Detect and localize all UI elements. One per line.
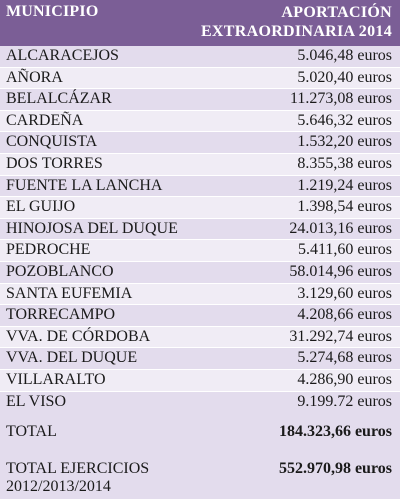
- aportacion-value: 1.398,54 euros: [297, 198, 392, 216]
- municipio-name: VVA. DE CÓRDOBA: [6, 327, 151, 345]
- municipio-name: TORRECAMPO: [6, 306, 116, 324]
- municipio-name: CARDEÑA: [6, 111, 84, 129]
- aportacion-value: 3.129,60 euros: [297, 284, 392, 302]
- aportacion-value: 1.219,24 euros: [297, 176, 392, 194]
- table-row: EL GUIJO 1.398,54 euros: [0, 197, 400, 219]
- aportacion-value: 31.292,74 euros: [289, 327, 392, 345]
- grand-total-label: TOTAL EJERCICIOS 2012/2013/2014: [6, 460, 206, 496]
- municipio-name: HINOJOSA DEL DUQUE: [6, 219, 178, 237]
- grand-total-label-line1: TOTAL EJERCICIOS: [6, 460, 150, 477]
- header-aportacion-line1: APORTACIÓN: [281, 4, 392, 21]
- aportacion-value: 5.020,40 euros: [297, 68, 392, 86]
- table-row: HINOJOSA DEL DUQUE 24.013,16 euros: [0, 218, 400, 241]
- header-aportacion-line2: EXTRAORDINARIA 2014: [200, 23, 392, 40]
- municipio-name: PEDROCHE: [6, 241, 91, 259]
- municipio-name: SANTA EUFEMIA: [6, 284, 133, 302]
- municipio-name: VVA. DEL DUQUE: [6, 349, 138, 367]
- aportacion-value: 4.286,90 euros: [297, 370, 392, 388]
- table-row: CONQUISTA 1.532,20 euros: [0, 132, 400, 154]
- municipio-name: EL VISO: [6, 392, 66, 410]
- table-row: VILLARALTO 4.286,90 euros: [0, 369, 400, 392]
- table-row: CARDEÑA 5.646,32 euros: [0, 110, 400, 133]
- municipio-name: FUENTE LA LANCHA: [6, 176, 163, 194]
- table-header: MUNICIPIO APORTACIÓN EXTRAORDINARIA 2014: [0, 0, 400, 46]
- municipio-name: ALCARACEJOS: [6, 47, 119, 64]
- aportacion-value: 5.046,48 euros: [297, 47, 392, 64]
- table-row: VVA. DE CÓRDOBA 31.292,74 euros: [0, 326, 400, 349]
- municipio-name: EL GUIJO: [6, 198, 76, 216]
- table-row: BELALCÁZAR 11.273,08 euros: [0, 89, 400, 111]
- aportacion-value: 24.013,16 euros: [289, 219, 392, 237]
- municipio-name: BELALCÁZAR: [6, 90, 112, 108]
- aportacion-value: 5.646,32 euros: [297, 111, 392, 129]
- aportacion-value: 58.014,96 euros: [289, 262, 392, 280]
- table-row: POZOBLANCO 58.014,96 euros: [0, 261, 400, 284]
- table-row: FUENTE LA LANCHA 1.219,24 euros: [0, 175, 400, 198]
- table-row: PEDROCHE 5.411,60 euros: [0, 240, 400, 262]
- table-row: ALCARACEJOS 5.046,48 euros: [0, 46, 400, 68]
- municipio-name: DOS TORRES: [6, 154, 103, 172]
- header-municipio: MUNICIPIO: [6, 3, 99, 20]
- municipio-name: VILLARALTO: [6, 370, 106, 388]
- total-value: 184.323,66 euros: [278, 423, 392, 440]
- aportacion-value: 9.199,72 euros: [297, 392, 392, 410]
- table-body: ALCARACEJOS 5.046,48 euros AÑORA 5.020,40 e…: [0, 46, 400, 414]
- table-row: AÑORA 5.020,40 euros: [0, 67, 400, 90]
- aportacion-value: 1.532,20 euros: [297, 133, 392, 151]
- grand-total-value: 552.970,98 euros: [278, 460, 392, 477]
- aportacion-value: 5.411,60 euros: [297, 241, 392, 259]
- municipio-name: CONQUISTA: [6, 133, 98, 151]
- total-label: TOTAL: [6, 423, 57, 440]
- aportacion-value: 5.274,68 euros: [297, 349, 392, 367]
- table-row: DOS TORRES 8.355,38 euros: [0, 153, 400, 176]
- table-row: SANTA EUFEMIA 3.129,60 euros: [0, 283, 400, 306]
- grand-total-row: TOTAL EJERCICIOS 2012/2013/2014 552.970,…: [0, 458, 400, 499]
- aportacion-value: 4.208,66 euros: [297, 306, 392, 324]
- aportacion-value: 8.355,38 euros: [297, 154, 392, 172]
- total-row: TOTAL 184.323,66 euros: [0, 420, 400, 444]
- municipio-name: POZOBLANCO: [6, 262, 114, 280]
- grand-total-label-line2: 2012/2013/2014: [6, 478, 111, 495]
- aportacion-value: 11.273,08 euros: [289, 90, 392, 108]
- header-aportacion: APORTACIÓN EXTRAORDINARIA 2014: [172, 3, 392, 41]
- spacer-row: [0, 406, 400, 420]
- table-row: VVA. DEL DUQUE 5.274,68 euros: [0, 348, 400, 370]
- table-row: TORRECAMPO 4.208,66 euros: [0, 305, 400, 327]
- spacer-row: [0, 444, 400, 458]
- municipio-name: AÑORA: [6, 68, 63, 86]
